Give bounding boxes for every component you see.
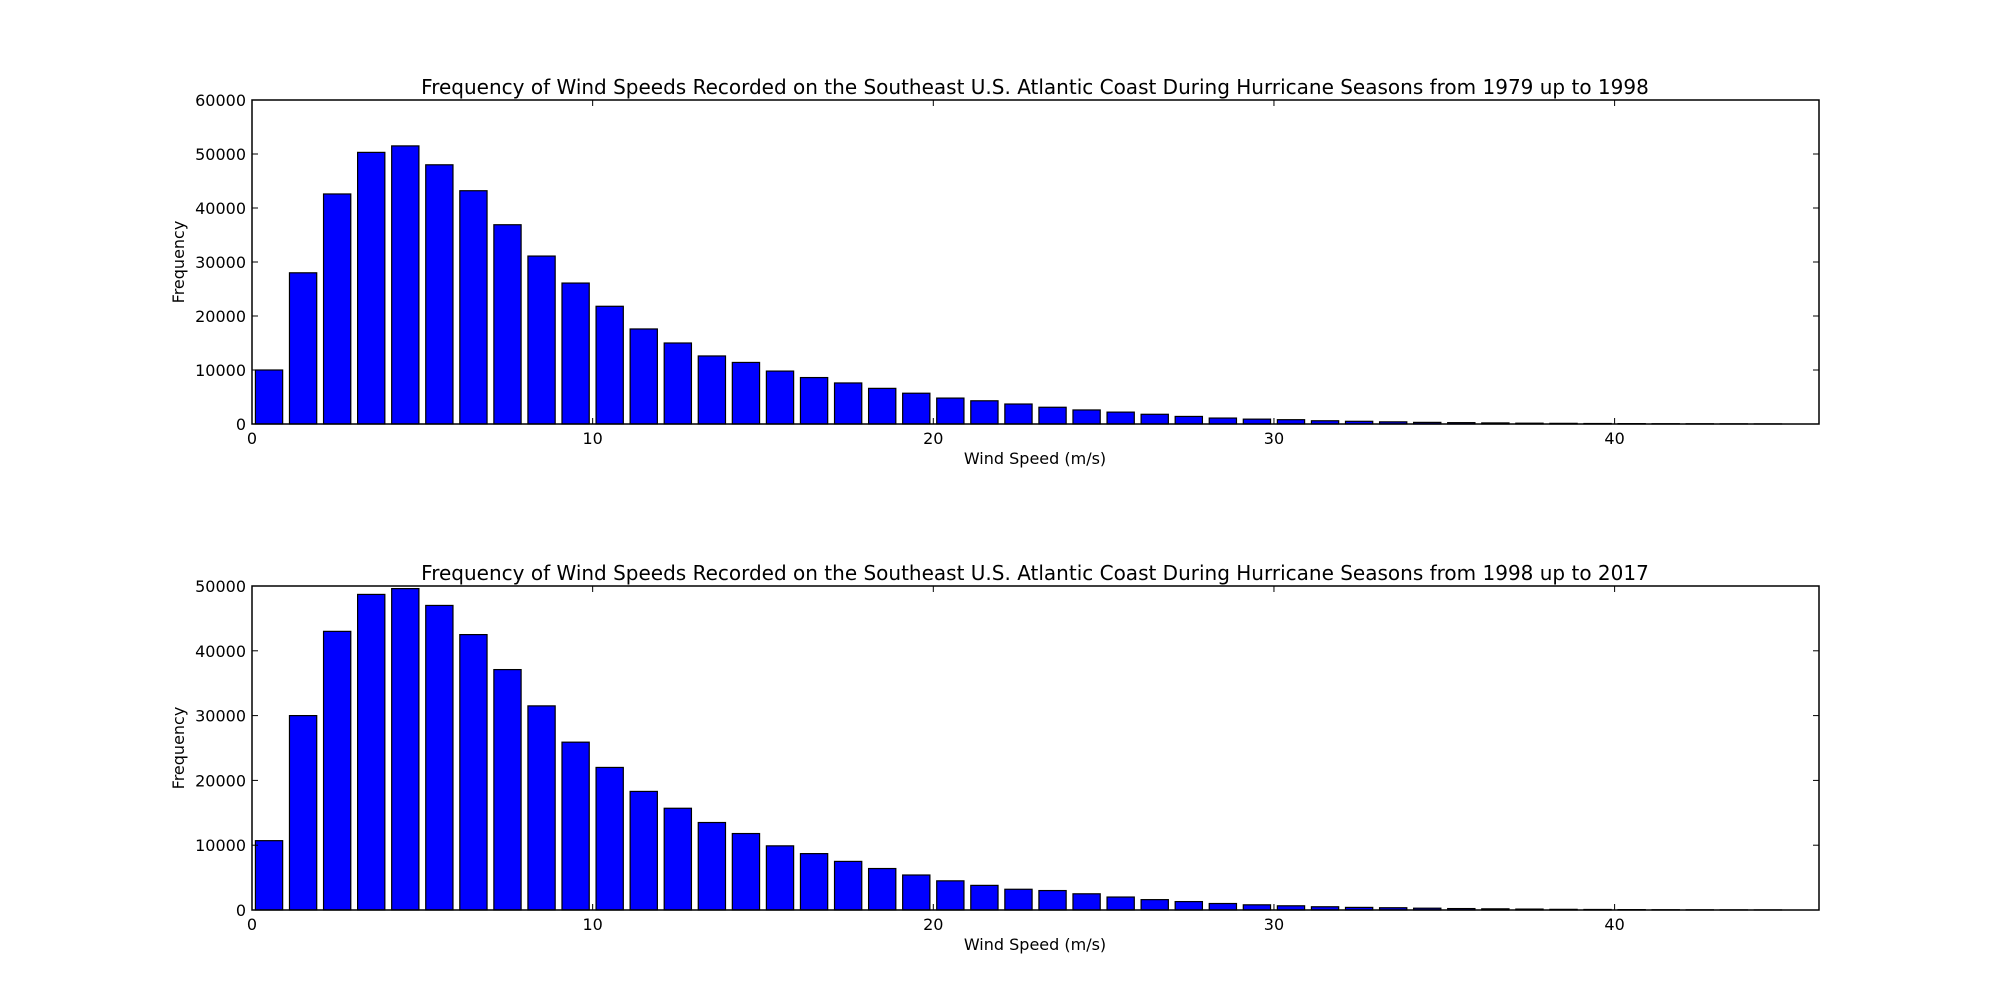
bar: [697, 355, 727, 425]
bar: [459, 190, 488, 425]
bar: [663, 342, 693, 425]
y-tick-label: 30000: [195, 707, 246, 726]
bar: [867, 387, 897, 425]
bar: [1038, 406, 1067, 425]
bar: [1208, 902, 1238, 911]
plot-frame: [251, 585, 1820, 911]
bar: [867, 867, 897, 911]
bar: [391, 145, 420, 425]
bar: [663, 807, 693, 911]
bar: [697, 821, 727, 911]
bar: [1004, 888, 1033, 911]
y-tick-label: 40000: [195, 642, 246, 661]
y-axis: 0 10000 20000 30000 40000 50000: [195, 577, 1819, 920]
y-tick-label: 20000: [195, 771, 246, 790]
x-tick-label: 20: [923, 429, 943, 448]
x-axis-label: Wind Speed (m/s): [964, 449, 1106, 468]
y-tick-label: 0: [236, 901, 246, 920]
bar: [459, 633, 488, 911]
bar: [527, 705, 556, 911]
bar: [833, 382, 863, 425]
bar: [322, 630, 352, 911]
bar: [1140, 899, 1169, 911]
y-tick-label: 40000: [195, 199, 246, 218]
bar: [288, 714, 318, 911]
x-tick-label: 30: [1264, 429, 1284, 448]
bar: [425, 164, 454, 425]
y-tick-label: 50000: [195, 145, 246, 164]
bar: [833, 860, 863, 911]
bar: [799, 376, 829, 425]
x-axis: 0 10 20 30 40: [247, 100, 1625, 448]
bar: [1106, 896, 1135, 911]
bar: [731, 832, 761, 911]
bar: [1072, 409, 1101, 425]
bar: [902, 874, 931, 911]
bar: [970, 400, 999, 425]
subplot-1979-1998: Frequency of Wind Speeds Recorded on the…: [169, 75, 1820, 468]
bar: [391, 587, 420, 911]
x-tick-label: 10: [582, 429, 602, 448]
bar: [1208, 417, 1238, 425]
y-tick-label: 0: [236, 415, 246, 434]
bar: [425, 604, 454, 911]
chart-title: Frequency of Wind Speeds Recorded on the…: [421, 75, 1649, 99]
x-tick-label: 0: [247, 429, 257, 448]
bar: [595, 305, 624, 425]
bar: [254, 369, 284, 425]
bar: [765, 845, 795, 911]
x-tick-label: 10: [582, 915, 602, 934]
x-tick-label: 40: [1604, 429, 1624, 448]
bar: [902, 392, 931, 425]
bar: [1242, 904, 1272, 911]
y-tick-label: 20000: [195, 307, 246, 326]
bar: [1174, 415, 1204, 425]
bar: [561, 282, 590, 425]
bar: [731, 361, 761, 425]
bar: [357, 151, 386, 425]
bar: [322, 193, 352, 425]
y-axis-label: Frequency: [169, 221, 188, 304]
y-tick-label: 60000: [195, 91, 246, 110]
bar: [527, 255, 556, 425]
y-tick-label: 10000: [195, 361, 246, 380]
bar: [1140, 413, 1169, 425]
bar: [936, 397, 965, 425]
y-axis: 0 10000 20000 30000 40000 50000 60000: [195, 91, 1819, 434]
bar: [1004, 403, 1033, 425]
chart-title: Frequency of Wind Speeds Recorded on the…: [421, 561, 1649, 585]
bar: [1174, 900, 1204, 911]
bar: [970, 884, 999, 911]
bar: [765, 370, 795, 425]
bar: [595, 766, 624, 911]
y-axis-label: Frequency: [169, 707, 188, 790]
x-axis: 0 10 20 30 40: [247, 586, 1625, 934]
bar: [493, 224, 522, 425]
bar: [799, 853, 829, 911]
x-tick-label: 30: [1264, 915, 1284, 934]
bar: [629, 790, 658, 911]
x-tick-label: 0: [247, 915, 257, 934]
bar: [561, 741, 590, 911]
bar: [629, 328, 658, 425]
bar: [1072, 893, 1101, 911]
x-tick-label: 20: [923, 915, 943, 934]
bar-series: [254, 587, 1783, 911]
y-tick-label: 50000: [195, 577, 246, 596]
y-tick-label: 30000: [195, 253, 246, 272]
bar: [1106, 411, 1135, 425]
bar: [357, 593, 386, 911]
y-tick-label: 10000: [195, 836, 246, 855]
x-tick-label: 40: [1604, 915, 1624, 934]
subplot-1998-2017: Frequency of Wind Speeds Recorded on the…: [169, 561, 1820, 954]
bar: [1038, 889, 1067, 911]
bar: [936, 880, 965, 911]
bar: [493, 668, 522, 911]
bar: [254, 840, 284, 911]
x-axis-label: Wind Speed (m/s): [964, 935, 1106, 954]
bar: [288, 272, 318, 425]
